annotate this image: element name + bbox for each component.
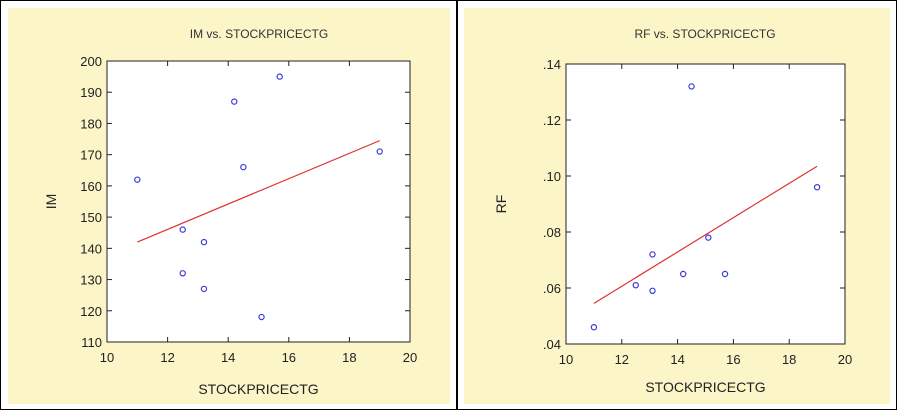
plot-area	[106, 60, 411, 343]
x-tick-label: 14	[221, 350, 235, 365]
y-axis-label: RF	[493, 195, 509, 214]
panel-divider	[456, 0, 458, 410]
x-tick-label: 10	[559, 352, 573, 367]
data-point	[179, 226, 186, 233]
x-tick-label: 10	[100, 350, 114, 365]
chart-title: IM vs. STOCKPRICECTG	[190, 27, 328, 41]
data-point	[688, 83, 695, 90]
plot-area	[565, 63, 846, 345]
chart-svg: RF vs. STOCKPRICECTG 10 12 14 16 18 20 .04 .06 .0…	[493, 27, 852, 395]
y-tick-label: 160	[80, 179, 102, 194]
data-point	[813, 183, 821, 191]
data-point	[376, 148, 383, 155]
y-tick-label: .08	[543, 225, 561, 240]
y-tick-label: 140	[80, 241, 102, 256]
x-tick-label: 12	[615, 352, 629, 367]
data-point	[200, 238, 208, 246]
y-tick-label: .12	[543, 113, 561, 128]
data-point	[258, 313, 265, 321]
y-tick-label: 110	[81, 335, 102, 350]
data-point	[276, 73, 283, 80]
chart-panel-im: IM vs. STOCKPRICECTG 10 12 14 16 18 20 110 120 13…	[8, 8, 450, 404]
y-axis-label: IM	[43, 194, 59, 210]
data-point	[134, 176, 141, 183]
y-tick-label: 180	[80, 116, 102, 131]
chart-title: RF vs. STOCKPRICECTG	[634, 27, 775, 41]
data-point	[649, 287, 656, 294]
y-tick-label: 120	[80, 304, 102, 319]
y-tick-label: .10	[543, 169, 561, 184]
data-point	[590, 324, 598, 331]
y-tick-label: 130	[80, 273, 102, 288]
data-point	[649, 251, 656, 258]
x-axis-label: STOCKPRICECTG	[645, 379, 765, 395]
x-tick-label: 18	[782, 352, 796, 367]
regression-line	[593, 165, 818, 304]
chart-svg: IM vs. STOCKPRICECTG 10 12 14 16 18 20 110 120 13…	[43, 27, 417, 397]
data-point	[705, 234, 712, 241]
data-point	[679, 270, 687, 278]
x-tick-label: 18	[342, 350, 356, 365]
chart-panel-rf: RF vs. STOCKPRICECTG 10 12 14 16 18 20 .04 .06 .0…	[464, 8, 890, 404]
x-tick-label: 14	[670, 352, 684, 367]
x-tick-label: 16	[282, 350, 296, 365]
y-tick-label: .14	[543, 57, 561, 72]
data-point	[721, 270, 729, 278]
data-point	[200, 285, 208, 293]
data-point	[632, 282, 639, 289]
y-tick-label: .06	[543, 281, 561, 296]
regression-line	[137, 140, 380, 243]
y-tick-label: 200	[80, 54, 102, 69]
x-tick-label: 20	[838, 352, 852, 367]
data-point	[231, 98, 238, 105]
x-tick-label: 12	[160, 350, 174, 365]
x-tick-label: 20	[403, 350, 417, 365]
y-tick-label: .04	[543, 337, 561, 352]
x-axis-label: STOCKPRICECTG	[198, 381, 318, 397]
data-point	[240, 163, 247, 171]
data-point	[179, 270, 186, 277]
x-tick-label: 16	[726, 352, 740, 367]
y-tick-label: 190	[80, 85, 102, 100]
y-tick-label: 150	[80, 210, 102, 225]
y-tick-label: 170	[80, 148, 102, 163]
